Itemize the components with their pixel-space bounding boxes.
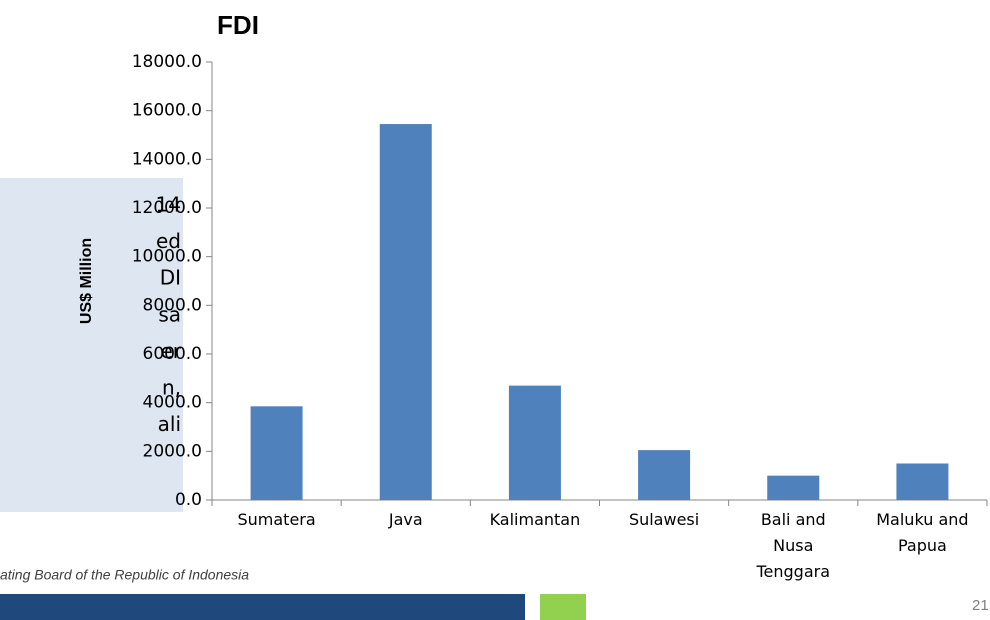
x-tick-label: Kalimantan — [489, 510, 581, 529]
y-tick-label: 6000.0 — [143, 344, 202, 364]
y-tick-label: 0.0 — [175, 490, 202, 510]
bar — [896, 463, 949, 500]
sidebar-box — [0, 178, 183, 512]
sidebar-line: n, — [162, 376, 181, 400]
x-tick-label: Sulawesi — [628, 510, 700, 529]
sidebar-line: sa — [158, 302, 181, 326]
sidebar-line: er — [160, 339, 181, 363]
sidebar-line: ali — [158, 412, 181, 436]
x-tick-label-box: Bali and Nusa Tenggara — [756, 510, 831, 581]
page-number: 21 — [972, 597, 989, 614]
bar — [379, 124, 432, 501]
x-tick-label: Maluku and Papua — [876, 510, 969, 555]
y-tick-label: 18000.0 — [132, 52, 202, 72]
bar — [508, 385, 561, 500]
x-tick-label: Sumatera — [237, 510, 316, 529]
x-tick-label-box: Sulawesi — [628, 510, 700, 529]
y-tick-label: 12000.0 — [132, 198, 202, 218]
y-tick-label: 4000.0 — [143, 393, 202, 413]
x-tick-label: Java — [388, 510, 423, 529]
y-tick-label: 2000.0 — [143, 441, 202, 461]
y-axis-label: US$ Million — [78, 238, 95, 324]
sidebar-line: 14 — [156, 193, 181, 217]
x-tick-label-box: Sumatera — [237, 510, 316, 529]
bar — [767, 475, 820, 500]
y-tick-label: 8000.0 — [143, 295, 202, 315]
bar — [638, 450, 691, 500]
chart-title: FDI — [217, 10, 259, 40]
x-tick-label-box: Maluku and Papua — [876, 510, 969, 555]
x-tick-label-box: Java — [388, 510, 423, 529]
footer-accent — [540, 594, 586, 620]
sidebar-line: DI — [160, 266, 181, 290]
sidebar: 14 ed DI sa er n, ali — [156, 193, 182, 437]
footer-source: ating Board of the Republic of Indonesia — [0, 567, 249, 583]
sidebar-line: ed — [156, 229, 181, 253]
y-tick-label: 14000.0 — [132, 149, 202, 169]
y-tick-label: 10000.0 — [132, 247, 202, 267]
x-tick-label-box: Kalimantan — [489, 510, 581, 529]
footer-bar — [0, 594, 525, 620]
bar — [250, 406, 303, 500]
x-tick-label: Bali and Nusa Tenggara — [756, 510, 831, 581]
y-tick-label: 16000.0 — [132, 101, 202, 121]
